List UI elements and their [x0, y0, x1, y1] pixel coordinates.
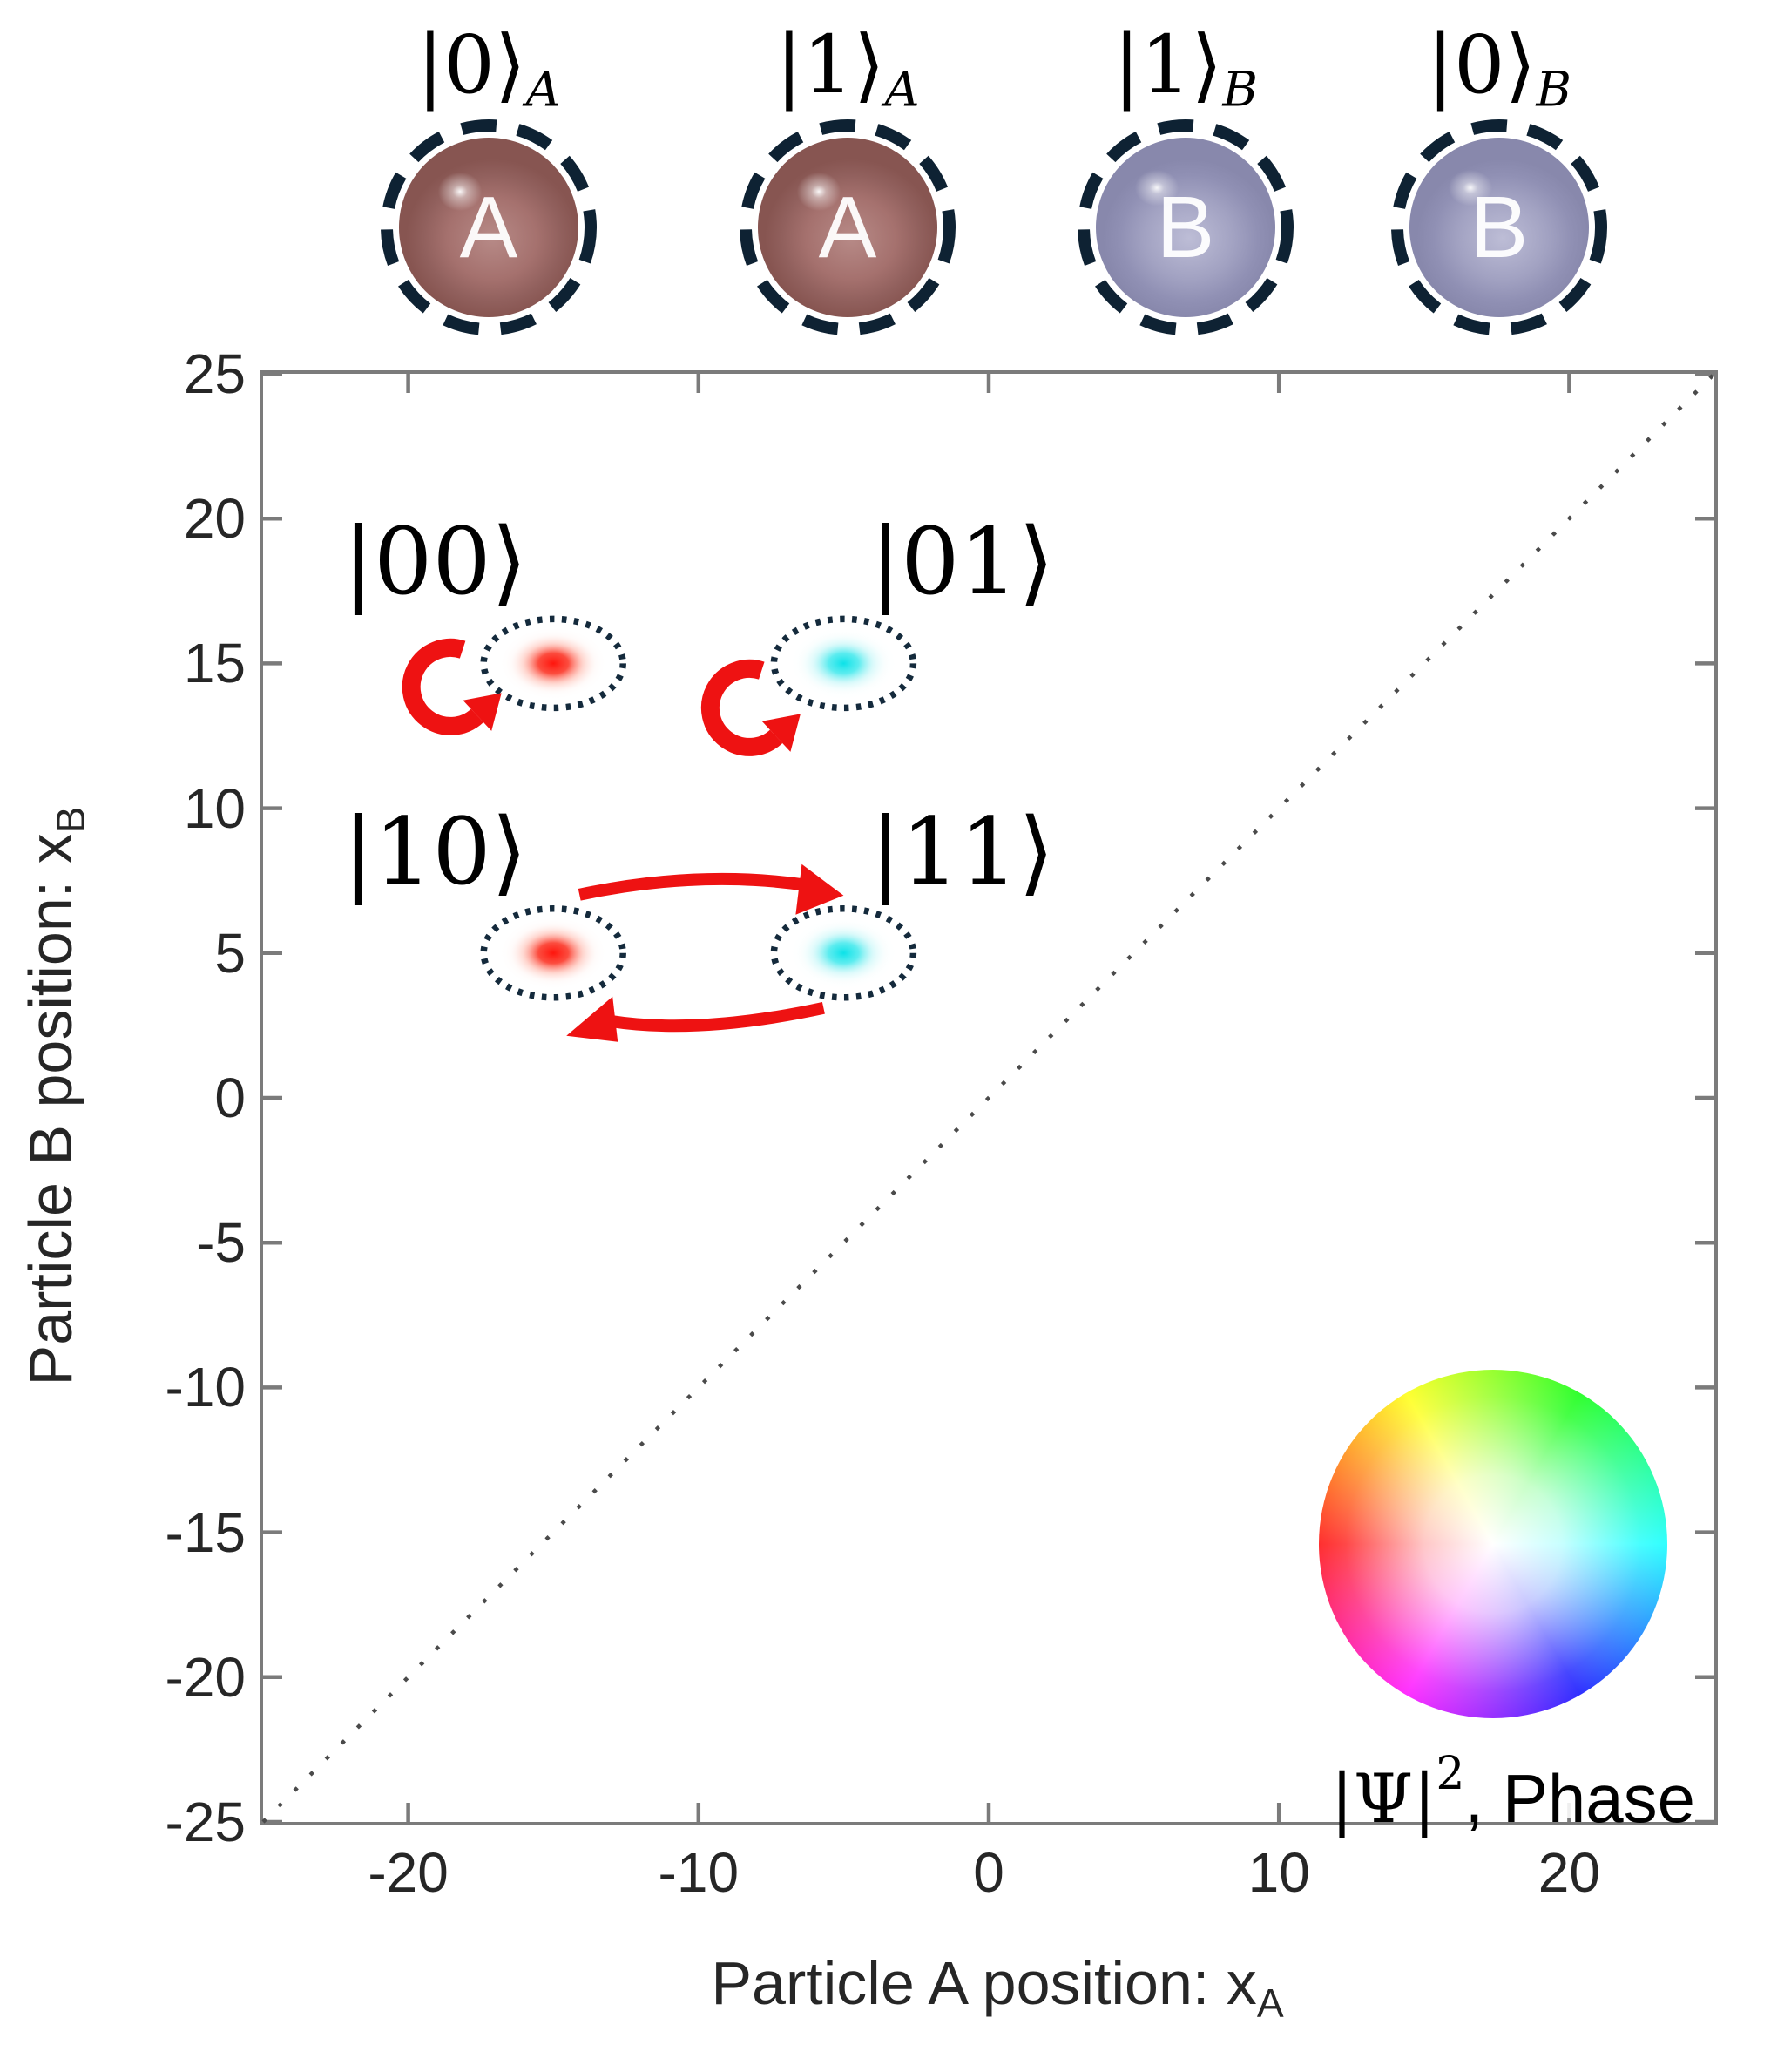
ket-label-1B: |1⟩B	[1042, 14, 1329, 118]
particle-0A: |0⟩A A	[380, 18, 598, 336]
ball-letter: B	[1470, 178, 1529, 276]
y-tick-label: 5	[214, 921, 246, 985]
ket-subscript: B	[1536, 62, 1571, 118]
x-axis-label-text: Particle A position: x	[711, 1949, 1257, 2017]
dashed-ring-icon	[381, 119, 597, 335]
y-tick-label: 10	[183, 776, 246, 840]
particle-0B: |0⟩B B	[1390, 18, 1608, 336]
ket-subscript: A	[884, 62, 920, 118]
ket-subscript: B	[1222, 62, 1258, 118]
ket-label-1A: |1⟩A	[704, 14, 991, 118]
particle-ball-B: B	[1409, 138, 1589, 317]
y-axis-label: Particle B position: xB	[5, 573, 96, 1619]
ket-text: |0⟩	[416, 18, 526, 112]
ket-text: |1⟩	[1113, 18, 1223, 112]
dashed-ring-icon	[740, 119, 956, 335]
x-tick-label: 0	[973, 1841, 1004, 1904]
x-axis-label-subscript: A	[1256, 1980, 1284, 2026]
phase-text: , Phase	[1464, 1760, 1695, 1837]
psi-text: |Ψ|	[1330, 1760, 1436, 1838]
state-ket-label: |01⟩	[869, 508, 1055, 616]
state-ket-label: |11⟩	[869, 797, 1055, 905]
y-tick-label: 25	[183, 342, 246, 405]
ball-letter: A	[459, 178, 518, 276]
particle-ball-B: B	[1096, 138, 1275, 317]
colorwheel-caption: |Ψ|2, Phase	[1323, 1730, 1702, 1838]
state-ket-label: |00⟩	[342, 508, 528, 616]
y-tick-label: 15	[183, 632, 246, 695]
particle-ball-A: A	[758, 138, 937, 317]
x-tick-label: -10	[658, 1841, 740, 1904]
x-tick-label: 20	[1538, 1841, 1600, 1904]
x-axis-label: Particle A position: xA	[553, 1948, 1442, 2027]
y-tick-label: -20	[165, 1645, 247, 1709]
state-ket-label: |10⟩	[342, 797, 528, 905]
y-tick-label: -5	[196, 1211, 246, 1275]
ball-letter: B	[1156, 178, 1215, 276]
phase-colorwheel-icon	[1319, 1370, 1667, 1718]
y-tick-label: 20	[183, 487, 246, 551]
ket-text: |1⟩	[775, 18, 885, 112]
y-tick-label: -10	[165, 1356, 247, 1419]
y-tick-label: 0	[214, 1066, 246, 1129]
dashed-ring-icon	[1391, 119, 1607, 335]
psi-superscript: 2	[1436, 1748, 1465, 1800]
ket-text: |0⟩	[1427, 18, 1537, 112]
particle-ball-A: A	[399, 138, 578, 317]
y-axis-label-subscript: B	[47, 806, 93, 834]
particle-1A: |1⟩A A	[739, 18, 956, 336]
y-tick-label: -25	[165, 1791, 247, 1853]
ket-label-0B: |0⟩B	[1355, 14, 1643, 118]
ball-letter: A	[818, 178, 877, 276]
particle-1B: |1⟩B B	[1077, 18, 1294, 336]
ket-label-0A: |0⟩A	[345, 14, 632, 118]
dashed-ring-icon	[1078, 119, 1294, 335]
ket-subscript: A	[525, 62, 561, 118]
y-tick-label: -15	[165, 1500, 247, 1564]
x-tick-label: -20	[368, 1841, 449, 1904]
y-axis-label-text: Particle B position: x	[17, 833, 84, 1386]
x-tick-label: 10	[1247, 1841, 1310, 1904]
